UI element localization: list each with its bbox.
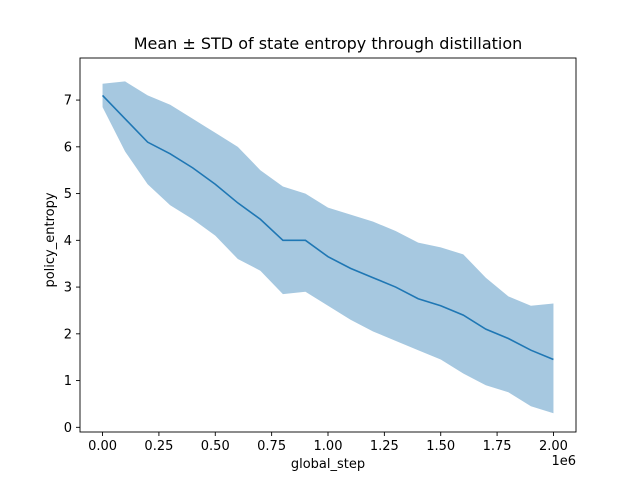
x-tick-label: 0.50	[201, 439, 230, 454]
y-tick-label: 1	[64, 374, 72, 389]
chart-title: Mean ± STD of state entropy through dist…	[134, 34, 523, 53]
mean-line	[101, 94, 554, 361]
y-tick-label: 0	[64, 421, 72, 436]
x-tick-label: 2.00	[539, 439, 568, 454]
y-tick-label: 3	[64, 281, 72, 296]
x-tick-label: 1.25	[370, 439, 399, 454]
y-axis-label: policy_entropy	[43, 192, 58, 287]
y-tick-label: 4	[64, 234, 72, 249]
x-tick-label: 0.75	[257, 439, 286, 454]
x-tick-label: 1.75	[483, 439, 512, 454]
x-tick-label: 0.25	[144, 439, 173, 454]
plot-area	[101, 81, 554, 414]
x-tick-label: 1.00	[314, 439, 343, 454]
y-tick-label: 6	[64, 140, 72, 155]
y-axis-ticks: 0 1 2 3 4 5 6 7	[64, 94, 80, 436]
x-tick-label: 0.00	[88, 439, 117, 454]
std-band	[102, 81, 554, 414]
x-axis-label: global_step	[291, 457, 365, 472]
y-tick-label: 2	[64, 327, 72, 342]
y-tick-label: 7	[64, 94, 72, 109]
x-axis-ticks: 0.00 0.25 0.50 0.75 1.00 1.25 1.50 1.75 2.00	[88, 432, 568, 454]
x-axis-offset-label: 1e6	[551, 454, 576, 469]
x-tick-label: 1.50	[426, 439, 455, 454]
y-tick-label: 5	[64, 187, 72, 202]
